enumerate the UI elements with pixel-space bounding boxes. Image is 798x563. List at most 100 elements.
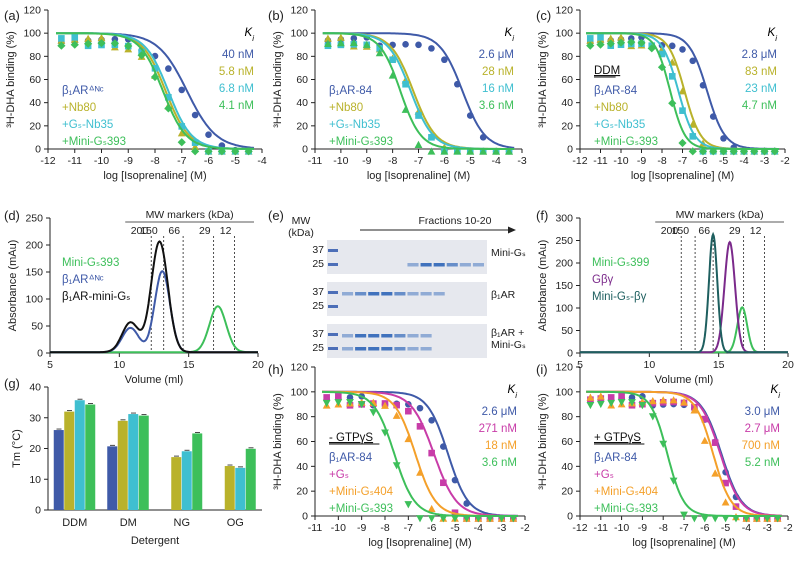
data-point — [191, 142, 200, 151]
y-tick-label: 150 — [555, 280, 573, 292]
ki-header: Ki — [508, 384, 518, 400]
data-point — [324, 39, 332, 47]
gel-band — [420, 334, 432, 338]
y-axis-label: Absorbance (mAu) — [537, 240, 549, 332]
data-point — [617, 33, 625, 41]
x-tick-label: -7 — [177, 155, 186, 167]
x-tick-label: -5 — [466, 155, 475, 167]
panel-label: (c) — [536, 8, 551, 23]
data-point — [690, 515, 699, 523]
y-tick-label: 0 — [37, 348, 43, 360]
bar — [53, 430, 64, 510]
data-point — [721, 498, 730, 506]
condition-label: - GTPγS — [329, 432, 373, 444]
legend-entry: +Gₛ — [594, 469, 614, 481]
data-point — [638, 402, 647, 410]
data-point — [178, 86, 186, 94]
x-tick-label: -6 — [440, 155, 449, 167]
data-point — [618, 393, 625, 400]
data-point — [466, 147, 475, 155]
data-point — [205, 131, 212, 139]
bar — [107, 446, 118, 510]
ki-value: 18 nM — [485, 440, 517, 452]
legend-entry: β₁AR-mini-Gₛ — [62, 291, 130, 303]
data-point — [628, 399, 636, 407]
y-tick-label: 100 — [555, 28, 573, 40]
legend-entry: β₁ARᐞᴺᶜ — [62, 85, 104, 97]
y-tick-label: 50 — [561, 325, 573, 337]
y-tick-label: 80 — [296, 411, 308, 423]
y-tick-label: 80 — [29, 51, 41, 63]
x-axis-label: log [Isoprenaline] (M) — [367, 170, 470, 182]
panel-i: -12 -11 -10 -9 -8 -7 -6 -5 -4 -3 -2 0 20 40 60 80 100 120… — [536, 362, 793, 550]
y-tick-label: 60 — [561, 74, 573, 86]
panel-label: (a) — [4, 8, 20, 23]
data-point — [369, 409, 378, 417]
data-point — [678, 87, 687, 95]
data-point — [479, 147, 488, 155]
ki-value: 83 nM — [745, 66, 777, 78]
bar — [245, 448, 256, 510]
data-point — [231, 147, 240, 156]
data-point — [658, 50, 666, 58]
x-tick-label: -3 — [497, 522, 506, 534]
data-point — [165, 65, 172, 72]
y-tick-label: 60 — [29, 74, 41, 86]
data-point — [137, 51, 146, 60]
data-point — [773, 515, 782, 523]
x-tick-label: -8 — [388, 155, 397, 167]
data-point — [376, 45, 383, 52]
data-point — [71, 34, 79, 41]
x-tick-label: -12 — [40, 155, 55, 167]
mw-marker-label: 12 — [750, 225, 762, 237]
panel-label: (g) — [4, 376, 20, 391]
panel-label: (f) — [536, 208, 548, 223]
data-point — [479, 134, 487, 141]
ki-subscript: i — [775, 34, 777, 43]
x-tick-label: 10 — [643, 359, 655, 371]
panel-label: (d) — [4, 208, 20, 223]
data-point — [349, 38, 358, 47]
data-point — [668, 73, 676, 80]
data-point — [607, 394, 615, 401]
data-point — [719, 147, 728, 156]
x-tick-label: -5 — [721, 522, 730, 534]
data-point — [427, 504, 436, 513]
data-point — [701, 415, 709, 423]
data-point — [742, 515, 751, 523]
mw-marker-label: 200 — [131, 225, 149, 237]
legend-entry: β₁AR-84 — [594, 452, 638, 464]
x-tick-label: -7 — [404, 522, 413, 534]
data-point — [688, 120, 697, 128]
data-point — [729, 147, 738, 156]
x-axis-label: log [Isoprenaline] (M) — [368, 537, 471, 549]
y-tick-label: 120 — [290, 362, 308, 374]
x-tick-label: 20 — [782, 359, 794, 371]
data-point — [110, 39, 119, 48]
mw-marker-label: 29 — [199, 225, 211, 237]
legend-entry: Gβγ — [592, 274, 614, 286]
gel-band — [407, 347, 419, 351]
trace-0 — [580, 306, 788, 354]
gel-band — [355, 334, 367, 338]
data-point — [375, 49, 384, 57]
data-point — [451, 515, 459, 523]
gel-band — [381, 292, 393, 296]
y-tick-label: 100 — [290, 28, 308, 40]
data-point — [415, 41, 422, 49]
y-tick-label: 0 — [567, 511, 573, 523]
mw-title: MW markers (kDa) — [676, 209, 764, 221]
ki-value: 28 nM — [482, 66, 514, 78]
data-point — [628, 394, 636, 401]
data-point — [732, 515, 740, 523]
data-point — [657, 63, 667, 72]
legend-entry: +Mini-Gₛ393 — [594, 136, 658, 148]
data-point — [669, 396, 678, 404]
data-point — [466, 112, 474, 119]
data-point — [334, 399, 343, 407]
data-point — [700, 515, 709, 523]
data-point — [680, 511, 688, 519]
gel-band — [407, 334, 419, 338]
y-tick-label: 80 — [296, 51, 308, 63]
ki-subscript: i — [778, 391, 780, 400]
